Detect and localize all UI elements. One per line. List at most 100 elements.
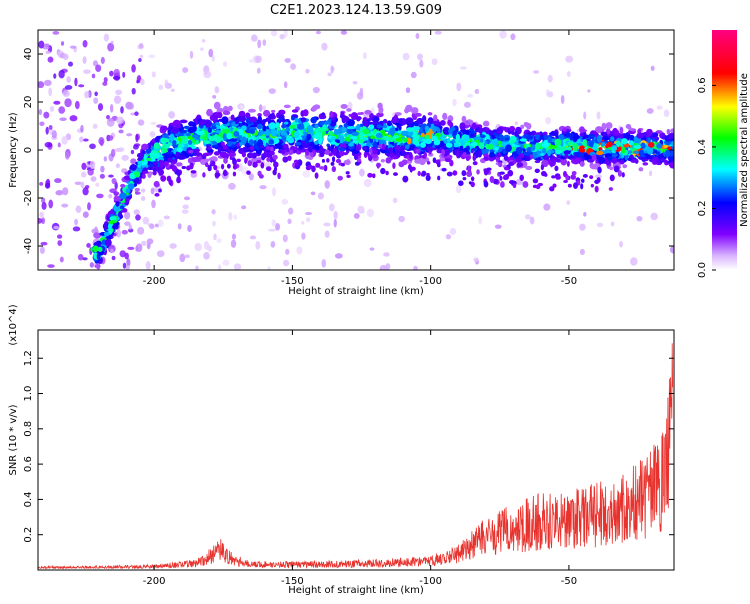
heatmap-cell — [545, 117, 552, 125]
heatmap-cell — [129, 172, 135, 180]
heatmap-cell — [622, 164, 628, 169]
spectrogram-x-ticks: -200 -150 -100 -50 — [143, 30, 577, 287]
heatmap-cell — [560, 94, 565, 104]
heatmap-cell — [241, 125, 247, 130]
heatmap-cell — [549, 131, 557, 136]
heatmap-cell — [109, 70, 114, 77]
heatmap-cell — [214, 86, 220, 94]
heatmap-cell — [642, 162, 649, 166]
heatmap-cell — [265, 166, 272, 172]
heatmap-cell — [107, 135, 114, 141]
heatmap-cell — [125, 264, 130, 270]
heatmap-cell — [612, 127, 619, 136]
heatmap-cell — [94, 226, 98, 234]
heatmap-cell — [388, 147, 394, 153]
heatmap-cell — [118, 129, 124, 134]
heatmap-cell — [241, 205, 247, 210]
heatmap-cell — [206, 148, 214, 153]
heatmap-cell — [620, 159, 625, 165]
heatmap-cell — [479, 134, 486, 139]
heatmap-cell — [439, 140, 445, 147]
heatmap-cell — [191, 134, 199, 139]
heatmap-cell — [230, 114, 235, 121]
heatmap-cell — [278, 115, 285, 119]
x-tick-label: -100 — [419, 576, 442, 587]
x-tick-label: -50 — [561, 276, 577, 287]
heatmap-cell — [529, 154, 533, 159]
x-tick-label: -150 — [281, 576, 304, 587]
heatmap-cell — [133, 171, 141, 178]
heatmap-cell — [74, 100, 80, 110]
heatmap-cell — [172, 159, 177, 165]
heatmap-cell — [507, 169, 514, 177]
heatmap-cell — [135, 243, 143, 253]
heatmap-cell — [201, 38, 206, 43]
colorbar-ticks: 0.0 0.2 0.4 0.6 — [697, 77, 716, 278]
heatmap-cell — [583, 211, 587, 217]
heatmap-cell — [115, 200, 120, 207]
heatmap-cell — [291, 109, 299, 113]
heatmap-cell — [121, 229, 128, 235]
heatmap-cell — [337, 127, 343, 135]
heatmap-cell — [137, 157, 143, 161]
heatmap-cell — [189, 50, 194, 59]
heatmap-cell — [250, 34, 258, 42]
heatmap-cell — [558, 134, 565, 140]
heatmap-cell — [81, 162, 87, 171]
heatmap-cell — [282, 234, 288, 243]
heatmap-cell — [113, 95, 122, 104]
heatmap-cell — [175, 123, 182, 129]
heatmap-cell — [213, 101, 221, 110]
heatmap-cell — [128, 224, 132, 230]
heatmap-cell — [134, 187, 141, 192]
heatmap-cell — [400, 130, 409, 137]
heatmap-cell — [87, 202, 91, 211]
heatmap-cell — [211, 55, 215, 62]
heatmap-cell — [312, 86, 320, 94]
heatmap-cell — [353, 212, 360, 219]
heatmap-cell — [115, 89, 123, 95]
heatmap-cell — [310, 191, 316, 196]
heatmap-cell — [222, 133, 227, 141]
heatmap-cell — [606, 127, 611, 135]
heatmap-cell — [427, 146, 434, 152]
heatmap-cell — [269, 155, 274, 163]
heatmap-cell — [462, 152, 467, 158]
heatmap-cell — [102, 81, 108, 86]
heatmap-cell — [38, 40, 45, 49]
heatmap-cell — [298, 144, 304, 150]
heatmap-cell — [120, 106, 124, 114]
heatmap-cell — [279, 34, 285, 40]
heatmap-cell — [477, 150, 482, 158]
heatmap-cell — [84, 184, 90, 189]
heatmap-cell — [562, 127, 567, 132]
heatmap-cell — [589, 140, 595, 148]
heatmap-cell — [589, 175, 594, 180]
heatmap-cell — [596, 177, 601, 183]
heatmap-cell — [207, 146, 212, 151]
heatmap-cell — [182, 204, 189, 210]
heatmap-cell — [249, 128, 256, 135]
heatmap-cell — [636, 132, 644, 139]
heatmap-cell — [367, 172, 373, 178]
heatmap-cell — [543, 154, 549, 162]
heatmap-cell — [111, 255, 116, 261]
heatmap-cell — [59, 117, 67, 122]
heatmap-cell — [306, 125, 314, 134]
heatmap-cell — [613, 165, 620, 173]
heatmap-cell — [390, 151, 394, 159]
heatmap-cell — [594, 174, 603, 179]
heatmap-cell — [334, 146, 338, 150]
heatmap-cell — [563, 170, 567, 178]
heatmap-cell — [601, 122, 607, 131]
heatmap-cell — [535, 134, 541, 141]
heatmap-cell — [321, 42, 328, 51]
heatmap-cell — [98, 137, 105, 146]
heatmap-cell — [213, 233, 217, 241]
heatmap-cell — [149, 131, 156, 138]
heatmap-cell — [427, 112, 433, 116]
heatmap-cell — [246, 170, 251, 175]
heatmap-cell — [468, 181, 472, 185]
heatmap-cell — [170, 88, 175, 92]
